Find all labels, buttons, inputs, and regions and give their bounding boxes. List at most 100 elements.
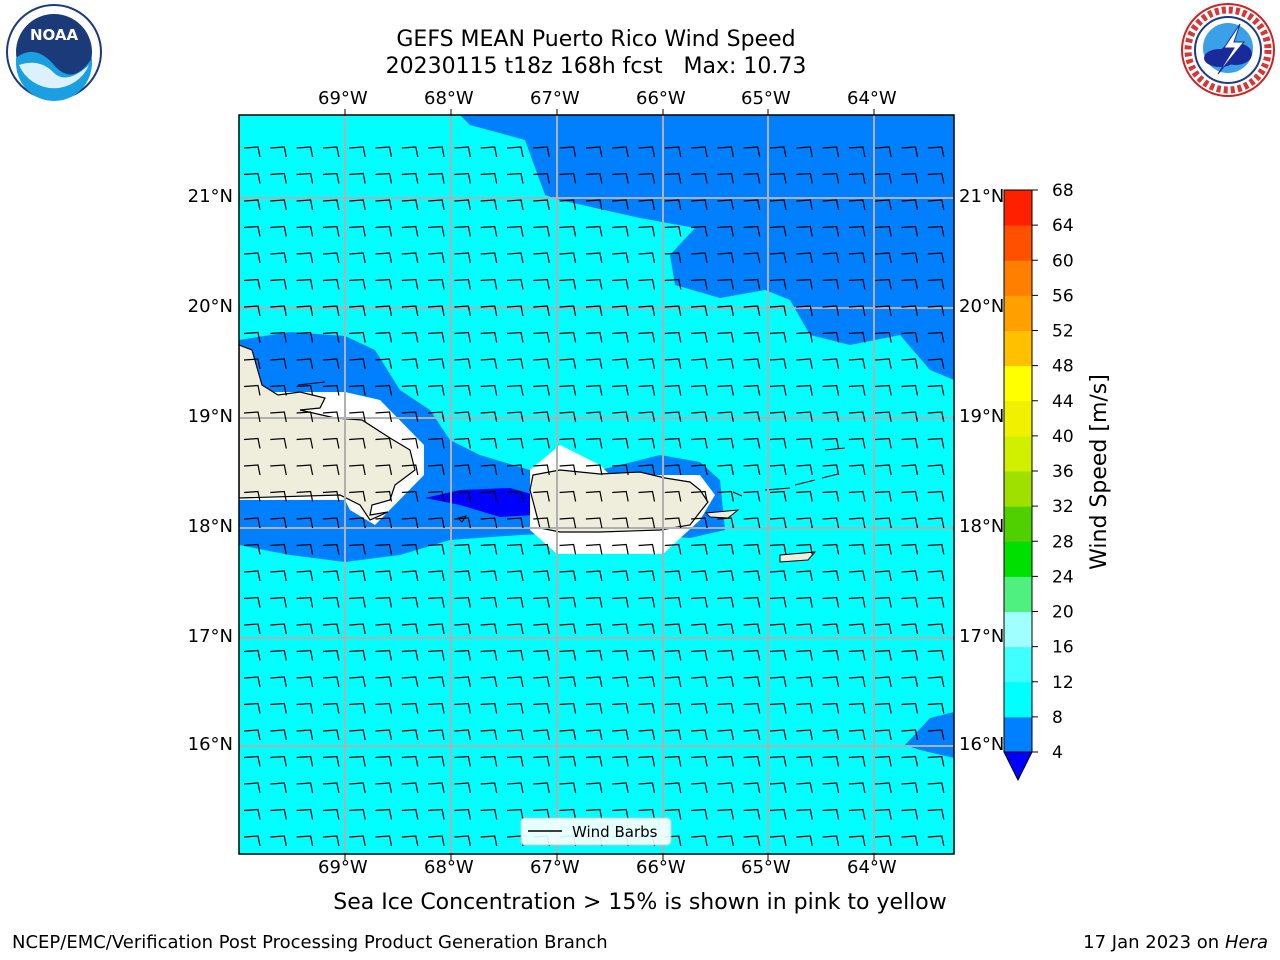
wind-barb: [296, 649, 314, 661]
wind-barb: [822, 252, 840, 264]
wind-barb: [506, 305, 524, 317]
wind-barb: [612, 517, 629, 529]
wind-barb: [454, 278, 471, 290]
wind-barb: [559, 252, 577, 264]
wind-barb: [901, 331, 919, 343]
wind-barb: [559, 570, 577, 582]
wind-barb: [796, 305, 813, 317]
wind-barb: [428, 464, 445, 476]
wind-barb: [506, 517, 524, 529]
wind-barb: [243, 252, 261, 264]
wind-barb: [638, 702, 656, 714]
wind-barb: [822, 623, 840, 635]
wind-barb: [480, 596, 498, 608]
wind-barb: [533, 490, 550, 502]
wind-barb: [612, 199, 629, 211]
colorbar-segment: [1004, 611, 1032, 648]
wind-barb: [349, 146, 366, 158]
wind-barb: [822, 331, 840, 343]
wind-barb: [349, 464, 366, 476]
colorbar-tick-label: 52: [1052, 322, 1074, 342]
wind-barb: [428, 676, 445, 688]
colorbar-tick-label: 48: [1052, 357, 1074, 377]
wind-barb: [533, 384, 550, 396]
wind-barb: [270, 570, 287, 582]
wind-barb: [717, 729, 734, 741]
wind-barb: [533, 649, 550, 661]
wind-barb: [270, 384, 287, 396]
wind-barb: [506, 252, 524, 264]
wind-barb: [927, 755, 945, 767]
wind-barb: [691, 782, 708, 794]
wind-barb: [349, 570, 366, 582]
wind-barb: [506, 331, 524, 343]
wind-barb: [559, 649, 577, 661]
wind-barb: [927, 278, 945, 290]
wind-barb: [559, 331, 577, 343]
wind-barb: [875, 331, 892, 343]
wind-barb: [585, 570, 603, 582]
wind-barb: [848, 729, 866, 741]
wind-barb: [375, 755, 393, 767]
wind-barb: [322, 782, 340, 794]
wind-barb: [901, 808, 919, 820]
wind-barb: [769, 835, 787, 847]
wind-barb: [559, 596, 577, 608]
wind-barb: [401, 199, 419, 211]
wind-barb: [927, 384, 945, 396]
wind-barb: [901, 305, 919, 317]
wind-barb: [243, 570, 261, 582]
wind-barb: [638, 570, 656, 582]
wind-barb: [375, 305, 393, 317]
wind-barb: [480, 702, 498, 714]
wind-barb: [875, 702, 892, 714]
wind-barb: [638, 676, 656, 688]
wind-barb: [691, 543, 708, 555]
wind-barb: [901, 490, 919, 502]
wind-barb: [691, 596, 708, 608]
wind-barb: [480, 252, 498, 264]
wind-barb: [638, 649, 656, 661]
wind-barb: [506, 729, 524, 741]
wind-barb: [401, 623, 419, 635]
wind-barb: [743, 543, 761, 555]
wind-barb: [691, 517, 708, 529]
wind-barb: [506, 490, 524, 502]
wind-barb: [691, 570, 708, 582]
wind-barb: [585, 808, 603, 820]
wind-barb: [585, 437, 603, 449]
colorbar-tick-label: 64: [1052, 216, 1074, 236]
wind-barb: [822, 729, 840, 741]
wind-barb: [638, 252, 656, 264]
wind-barb: [270, 623, 287, 635]
lon-label-top: 67°W: [530, 88, 580, 109]
wind-barb: [691, 464, 708, 476]
wind-barb: [691, 278, 708, 290]
wind-barb: [585, 252, 603, 264]
wind-barb: [769, 517, 787, 529]
wind-barb: [585, 331, 603, 343]
wind-barb: [270, 464, 287, 476]
wind-barb: [875, 358, 892, 370]
wind-barb: [349, 199, 366, 211]
wind-barb: [664, 543, 682, 555]
wind-barb: [717, 649, 734, 661]
wind-barb: [270, 490, 287, 502]
wind-barb: [506, 172, 524, 184]
wind-barb: [559, 623, 577, 635]
wind-barb: [454, 782, 471, 794]
wind-barb: [349, 411, 366, 423]
wind-barb: [664, 623, 682, 635]
wind-barb: [664, 596, 682, 608]
wind-barb: [585, 278, 603, 290]
wind-barb: [822, 676, 840, 688]
wind-barb: [375, 808, 393, 820]
wind-barb: [796, 411, 813, 423]
colorbar-segment: [1004, 471, 1032, 507]
wind-barb: [401, 358, 419, 370]
wind-barb: [506, 543, 524, 555]
wind-barb: [717, 543, 734, 555]
wind-barb: [612, 596, 629, 608]
wind-barb: [296, 331, 314, 343]
wind-barb: [454, 225, 471, 237]
